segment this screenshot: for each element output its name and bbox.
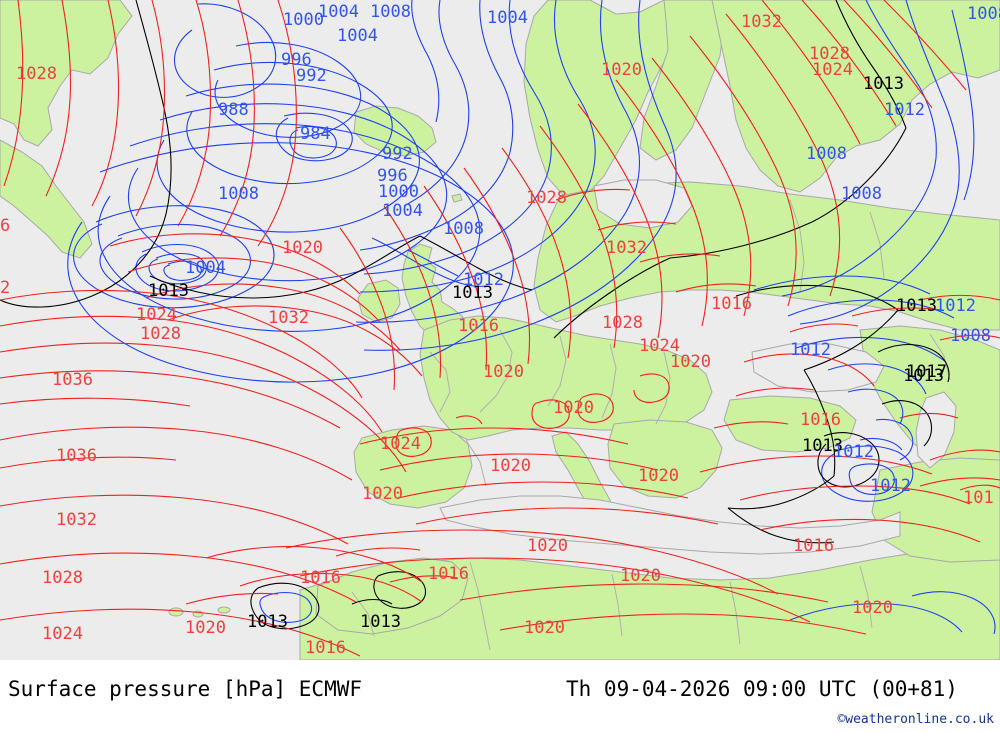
isobars-1013	[0, 0, 950, 630]
water-caspian-sea	[915, 391, 957, 469]
isobar-label: 1032	[741, 12, 782, 32]
isobar-label: 1004	[185, 258, 226, 278]
isobar-label: 1013	[247, 612, 288, 632]
water-mediterranean	[439, 495, 901, 555]
isobar-label: 2	[0, 278, 11, 298]
isobar-label: 1008	[806, 144, 847, 164]
isobar-label: 1016	[793, 536, 834, 556]
isobar-label: 1020	[527, 536, 568, 556]
isobar-label: 1020	[490, 456, 531, 476]
land-greenland	[0, 0, 133, 147]
isobar-label: 1016	[305, 638, 346, 658]
isobar-label: 1020	[670, 352, 711, 372]
isobar-label: 996	[281, 50, 312, 70]
isobar-label: 1008	[218, 184, 259, 204]
surface-pressure-map[interactable]: 1028100410081004103210281024101310081000…	[0, 0, 1000, 660]
isobar-label: 992	[296, 66, 327, 86]
isobar-label: 996	[377, 166, 408, 186]
isobar-label: 1020	[282, 238, 323, 258]
isobar-label: 1016	[300, 568, 341, 588]
landmasses	[0, 0, 1000, 660]
isobar-label: 1013	[802, 436, 843, 456]
isobar-label: 992	[382, 144, 413, 164]
isobar-label: 1024	[136, 305, 177, 325]
isobar-label: 1012	[884, 100, 925, 120]
land-greenland-south	[0, 139, 93, 259]
isobar-label: 1004	[318, 2, 359, 22]
isobar-label: 1013	[452, 283, 493, 303]
isobar-label: 1008	[841, 184, 882, 204]
isobar-label: 1028	[809, 44, 850, 64]
isobar-label: 1024	[639, 336, 680, 356]
isobar-label: 1020	[601, 60, 642, 80]
isobar-label: 1020	[524, 618, 565, 638]
isobar-label: 1024	[812, 60, 853, 80]
isobar-label: 1008	[950, 326, 991, 346]
isobar-label: 1020	[638, 466, 679, 486]
land-russia	[711, 0, 1000, 193]
isobars-low-pressure	[67, 0, 996, 635]
map-footer: Surface pressure [hPa] ECMWF Th 09-04-20…	[0, 660, 1000, 733]
isobar-label: 1020	[852, 598, 893, 618]
copyright-notice: ©weatheronline.co.uk	[837, 712, 994, 727]
isobar-label: 1004	[382, 201, 423, 221]
isobar-label: 1013	[360, 612, 401, 632]
isobar-label: 1016	[800, 410, 841, 430]
land-iberia	[353, 425, 473, 509]
isobar-label: 1013	[903, 366, 944, 386]
water-black-sea	[751, 343, 885, 393]
isobar-label: 1012	[833, 442, 874, 462]
isobar-label: 1004	[487, 8, 528, 28]
isobar-label: 1008	[967, 4, 1000, 24]
isobar-label: 101	[963, 488, 994, 508]
footer-title: Surface pressure [hPa] ECMWF	[8, 677, 363, 701]
isobar-label: 1013	[148, 281, 189, 301]
isobar-label: 1013	[863, 74, 904, 94]
isobar-label: 1013	[896, 296, 937, 316]
isobar-label: 1028	[602, 313, 643, 333]
land-scandinavia	[523, 0, 701, 197]
isobar-label: 1020	[185, 618, 226, 638]
isobar-label: 1008	[443, 219, 484, 239]
isobar-label: 1028	[42, 568, 83, 588]
isobar-label: 1000	[283, 10, 324, 30]
isobar-label: 1000	[378, 182, 419, 202]
isobar-label: 1012	[935, 296, 976, 316]
land-balkans	[607, 419, 723, 499]
isobar-label: 1032	[268, 308, 309, 328]
isobar-label: 1020	[620, 566, 661, 586]
isobar-label: 1032	[606, 238, 647, 258]
water-baltic-sea	[593, 179, 693, 229]
isobar-label: 1004	[337, 26, 378, 46]
isobar-label: 1036	[56, 446, 97, 466]
isobar-label: 1024	[380, 434, 421, 454]
isobar-label: 1032	[56, 510, 97, 530]
isobar-label: 1012	[463, 270, 504, 290]
isobar-label: 1020	[553, 398, 594, 418]
isobar-label: 1036	[52, 370, 93, 390]
footer-datetime: Th 09-04-2026 09:00 UTC (00+81)	[566, 677, 958, 701]
isobar-label: 988	[218, 100, 249, 120]
isobar-label: 1012	[870, 476, 911, 496]
isobar-label: 1012	[790, 340, 831, 360]
land-faroe	[451, 193, 463, 203]
isobar-label: 1028	[16, 64, 57, 84]
isobar-label: 1008	[370, 2, 411, 22]
isobar-label: 1017	[906, 362, 947, 382]
isobar-label: 1024	[42, 624, 83, 644]
isobars-high-pressure	[0, 0, 1000, 657]
isobar-label: 1028	[140, 324, 181, 344]
isobar-label: 1016	[458, 316, 499, 336]
isobar-label: 1028	[526, 188, 567, 208]
isobar-label: 6	[0, 216, 11, 236]
isobar-label: 1016	[428, 564, 469, 584]
isobar-label: 984	[300, 124, 331, 144]
map-canvas	[0, 0, 1000, 660]
land-turkey	[723, 395, 857, 453]
isobar-label: 1020	[483, 362, 524, 382]
isobar-label: 1016	[711, 294, 752, 314]
isobar-label: 1020	[362, 484, 403, 504]
